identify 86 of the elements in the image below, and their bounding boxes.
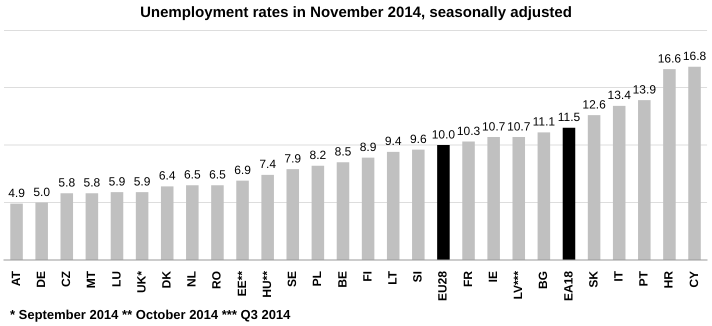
x-tick-label: LT xyxy=(386,270,400,285)
bar xyxy=(60,193,74,260)
data-label: 5.0 xyxy=(33,184,50,199)
bar xyxy=(412,150,425,260)
bar xyxy=(10,204,23,260)
data-label: 13.9 xyxy=(632,82,656,96)
data-label: 7.4 xyxy=(259,157,276,172)
bar xyxy=(638,100,651,260)
x-tick-label: SK xyxy=(586,270,600,288)
data-label: 5.8 xyxy=(84,176,101,190)
data-label: 5.9 xyxy=(134,174,151,188)
x-tick-label: AT xyxy=(8,270,23,286)
bar xyxy=(663,69,676,260)
data-label: 6.4 xyxy=(158,168,176,183)
data-label: 5.9 xyxy=(108,174,126,188)
bar xyxy=(211,185,224,260)
bar xyxy=(362,158,374,260)
data-label: 10.3 xyxy=(456,124,481,138)
x-tick-label: FR xyxy=(460,270,475,287)
bar xyxy=(160,186,174,260)
bar xyxy=(110,192,124,260)
data-label: 8.5 xyxy=(334,144,352,159)
bar xyxy=(512,136,526,260)
x-tick-label: MT xyxy=(84,270,98,288)
bar xyxy=(386,152,400,260)
x-tick-label: EE** xyxy=(234,270,249,296)
data-label: 16.8 xyxy=(682,49,707,64)
x-tick-label: DK xyxy=(160,270,174,288)
x-tick-label: CY xyxy=(686,270,701,288)
bar xyxy=(186,185,199,260)
x-tick-label: EA18 xyxy=(561,270,576,302)
bar xyxy=(236,180,249,260)
bar xyxy=(312,166,324,260)
x-tick-label: BE xyxy=(335,270,350,288)
bar xyxy=(35,202,48,260)
bar xyxy=(688,66,701,260)
bar xyxy=(86,193,98,260)
bar xyxy=(286,169,300,260)
x-tick-label: NL xyxy=(184,270,199,287)
x-tick-label: SI xyxy=(410,270,425,282)
x-tick-label: PT xyxy=(636,270,651,286)
bar xyxy=(136,192,148,260)
data-label: 6.5 xyxy=(209,168,226,182)
bar xyxy=(588,115,600,260)
bar xyxy=(336,162,350,260)
bar xyxy=(487,136,500,260)
data-label: 4.9 xyxy=(8,186,26,200)
bar xyxy=(261,174,274,260)
data-label: 9.4 xyxy=(384,134,402,148)
data-label: 10.7 xyxy=(482,119,506,134)
chart-title: Unemployment rates in November 2014, seasonally adjusted xyxy=(139,3,573,23)
data-label: 16.6 xyxy=(658,51,682,66)
x-tick-label: IE xyxy=(486,270,500,282)
x-tick-label: RO xyxy=(210,270,224,289)
data-label: 10.7 xyxy=(507,119,531,134)
data-label: 8.2 xyxy=(310,148,327,162)
x-tick-label: UK* xyxy=(134,270,148,293)
bar xyxy=(538,132,550,260)
x-tick-label: LU xyxy=(109,270,124,287)
x-tick-label: PL xyxy=(310,270,324,286)
x-tick-label: IT xyxy=(612,270,626,282)
data-label: 11.5 xyxy=(558,110,581,124)
bar xyxy=(612,106,626,260)
bar xyxy=(562,128,576,260)
bar xyxy=(462,142,475,260)
data-label: 6.5 xyxy=(184,168,201,182)
data-label: 5.8 xyxy=(58,176,76,190)
text: * September 2014 ** October 2014 *** Q3 2014 xyxy=(9,306,292,324)
x-tick-label: HU** xyxy=(260,270,274,298)
x-tick-label: FI xyxy=(360,270,374,282)
x-tick-label: CZ xyxy=(59,270,74,287)
x-tick-label: EU28 xyxy=(436,270,450,302)
data-label: 11.1 xyxy=(532,114,556,129)
x-tick-label: SE xyxy=(285,270,300,287)
data-label: 13.4 xyxy=(608,88,632,102)
x-tick-label: DE xyxy=(34,270,48,288)
data-label: 12.6 xyxy=(582,97,606,112)
data-label: 10.0 xyxy=(432,127,456,142)
x-tick-label: HR xyxy=(662,270,676,288)
data-label: 8.9 xyxy=(360,140,377,154)
bar xyxy=(437,144,450,260)
data-label: 6.9 xyxy=(234,162,252,177)
data-label: 7.9 xyxy=(284,151,302,166)
x-tick-label: LV*** xyxy=(511,270,526,300)
data-label: 9.6 xyxy=(410,132,427,146)
x-tick-label: BG xyxy=(536,270,550,289)
